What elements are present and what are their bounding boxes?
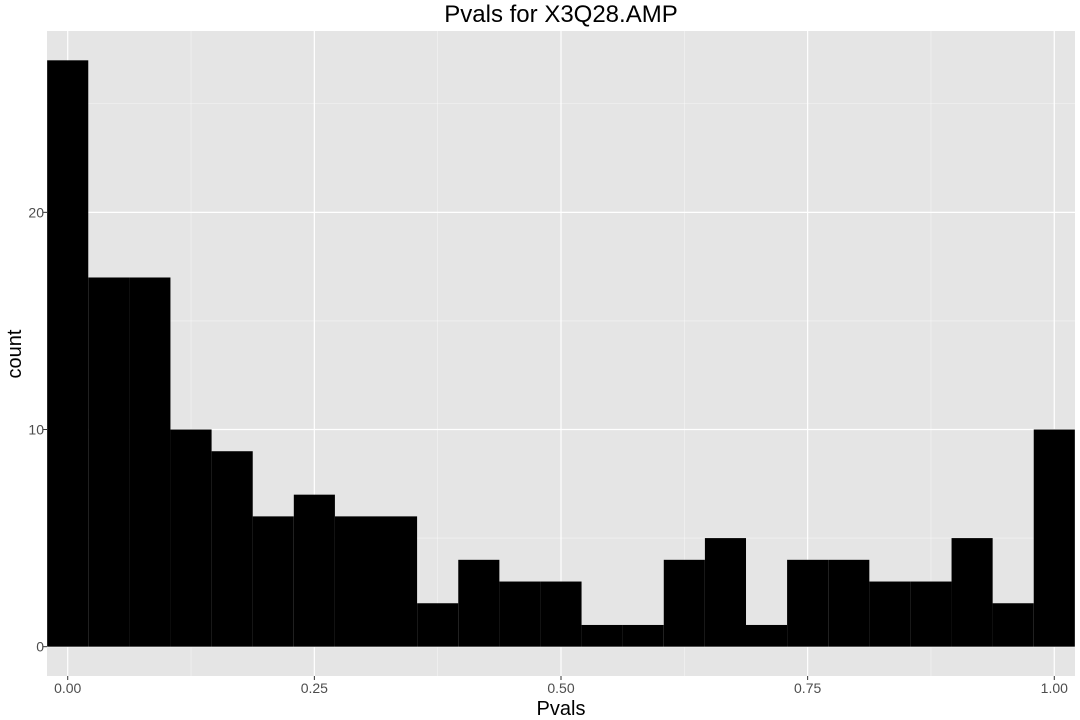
histogram-bar (704, 538, 747, 647)
y-tick-label: 0 (36, 639, 44, 655)
x-tick-label: 0.00 (54, 680, 81, 696)
histogram-bars (47, 60, 1075, 647)
histogram-bar (293, 494, 335, 647)
y-axis-label: count (4, 329, 26, 378)
histogram-bar (663, 559, 705, 647)
y-axis-ticks: 0 10 20 (28, 204, 47, 655)
histogram-bar (581, 624, 623, 647)
histogram-bar (787, 559, 829, 647)
y-tick-label: 20 (28, 204, 44, 220)
x-axis-ticks: 0.00 0.25 0.50 0.75 1.00 (54, 676, 1068, 696)
histogram-bar (252, 516, 294, 647)
histogram-bar (1033, 429, 1075, 647)
histogram-bar (540, 581, 582, 647)
histogram-bar (828, 559, 870, 647)
histogram-bar (499, 581, 541, 647)
y-tick-label: 10 (28, 422, 44, 438)
histogram-bar (334, 516, 377, 647)
histogram-bar (992, 603, 1034, 647)
histogram-bar (951, 538, 993, 647)
x-tick-label: 0.50 (547, 680, 574, 696)
histogram-bar (375, 516, 418, 647)
histogram-bar (910, 581, 952, 647)
histogram-bar (745, 624, 788, 647)
histogram-bar (88, 277, 130, 647)
x-tick-label: 1.00 (1041, 680, 1068, 696)
histogram-bar (211, 451, 253, 647)
histogram-bar (869, 581, 911, 647)
histogram-bar (458, 559, 500, 647)
x-tick-label: 0.75 (794, 680, 821, 696)
x-tick-label: 0.25 (301, 680, 328, 696)
histogram-bar (622, 624, 664, 647)
chart-title: Pvals for X3Q28.AMP (444, 1, 677, 28)
histogram-bar (129, 277, 171, 647)
histogram-bar (170, 429, 212, 647)
histogram-bar (47, 60, 89, 647)
x-axis-label: Pvals (537, 698, 586, 720)
histogram-bar (417, 603, 459, 647)
